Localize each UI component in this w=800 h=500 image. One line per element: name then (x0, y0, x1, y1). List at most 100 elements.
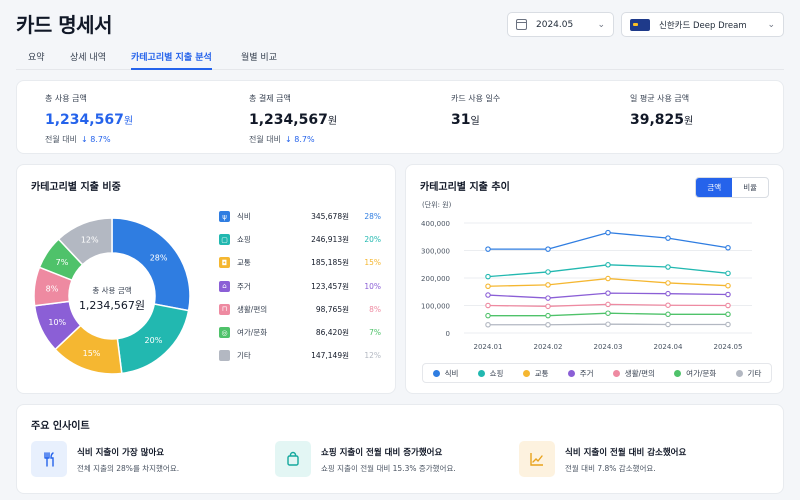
legend-item[interactable]: 쇼핑 (477, 368, 504, 379)
tab-summary[interactable]: 요약 (28, 53, 45, 63)
summary-stats: 총 사용 금액 1,234,567원 전월 대비 ↓ 8.7% 총 결제 금액 1… (16, 80, 784, 154)
stat-label: 일 평균 사용 금액 (630, 94, 690, 103)
chevron-down-icon: ⌄ (767, 19, 775, 30)
category-name: 생활/편의 (237, 304, 268, 314)
series-point (545, 303, 551, 310)
legend-row[interactable]: 기타 147,149원 12% (219, 344, 385, 367)
month-select[interactable]: 2024.05 ⌄ (507, 12, 614, 37)
category-name: 주거 (237, 281, 251, 291)
category-amount: 345,678원 (311, 212, 349, 222)
legend-label: 식비 (444, 368, 459, 378)
category-amount: 147,149원 (311, 351, 349, 361)
legend-dot (432, 369, 440, 377)
series-point (665, 235, 671, 241)
stat-usage-days: 카드 사용 일수 31일 (451, 93, 500, 128)
category-amount: 185,185원 (311, 258, 349, 268)
legend-row[interactable]: ◘ 교통 185,185원 15% (219, 251, 385, 274)
x-tick-label: 2024.01 (474, 343, 503, 351)
legend-item[interactable]: 생활/편의 (612, 368, 655, 379)
legend-label: 기타 (747, 368, 762, 378)
series-point (485, 283, 491, 290)
legend-label: 쇼핑 (489, 368, 504, 378)
stat-compare: 전월 대비 ↓ 8.7% (249, 135, 315, 144)
etc-icon (219, 350, 230, 362)
legend-row[interactable]: ⌂ 주거 123,457원 10% (219, 275, 385, 298)
series-point (605, 301, 611, 308)
shopping-bag-icon (275, 441, 311, 477)
donut-slice-1[interactable] (111, 217, 191, 312)
page-title: 카드 명세서 (16, 13, 112, 37)
series-point (665, 264, 671, 270)
series-point (725, 282, 731, 289)
legend-row[interactable]: ▢ 쇼핑 246,913원 20% (219, 228, 385, 251)
legend-dot (735, 369, 743, 377)
series-point (545, 295, 551, 301)
unit-label: (단위: 원) (422, 201, 452, 209)
series-point (725, 302, 731, 309)
panel-title: 카테고리별 지출 추이 (420, 182, 510, 193)
insight-card: 식비 지출이 전월 대비 감소했어요 전월 대비 7.8% 감소했어요. (519, 441, 686, 477)
legend-label: 주거 (579, 368, 594, 378)
donut-slice-label: 15% (83, 349, 101, 358)
series-point (605, 262, 611, 268)
toggle-ratio[interactable]: 비율 (743, 183, 757, 192)
series-point (665, 321, 671, 328)
category-legend: ψ 식비 345,678원 28% ▢ 쇼핑 246,913원 20% ◘ 교통 185,185원 1… (219, 205, 385, 367)
cart-icon: ⊓ (219, 303, 230, 315)
stat-value: 1,234,567원 (249, 112, 338, 128)
legend-row[interactable]: ⊓ 생활/편의 98,765원 8% (219, 298, 385, 321)
shopping-bag-icon: ▢ (219, 234, 230, 246)
category-pct: 15% (364, 258, 381, 268)
legend-row[interactable]: ◎ 여가/문화 86,420원 7% (219, 321, 385, 344)
legend-item[interactable]: 주거 (567, 368, 594, 379)
series-point (485, 246, 491, 252)
series-point (725, 244, 731, 251)
legend-dot (612, 369, 620, 377)
category-name: 여가/문화 (237, 328, 268, 338)
stat-compare: 전월 대비 ↓ 8.7% (45, 135, 111, 144)
legend-item[interactable]: 교통 (522, 368, 549, 379)
y-tick-label: 100,000 (421, 303, 450, 311)
toggle-amount[interactable]: 금액 (696, 178, 733, 197)
y-tick-label: 400,000 (421, 220, 450, 228)
stat-label: 총 결제 금액 (249, 94, 291, 103)
category-amount: 98,765원 (315, 304, 349, 314)
donut-center-value: 1,234,567원 (79, 299, 145, 312)
stat-daily-average: 일 평균 사용 금액 39,825원 (630, 93, 693, 128)
month-value: 2024.05 (536, 19, 574, 30)
x-tick-label: 2024.03 (594, 343, 623, 351)
y-tick-label: 300,000 (421, 248, 450, 256)
legend-item[interactable]: 기타 (735, 368, 762, 379)
series-point (725, 311, 731, 318)
stat-value: 1,234,567원 (45, 112, 134, 128)
series-point (545, 322, 551, 328)
panel-title: 주요 인사이트 (31, 421, 90, 432)
legend-item[interactable]: 식비 (432, 368, 459, 379)
series-point (545, 282, 551, 288)
y-tick-label: 0 (446, 330, 450, 338)
fork-knife-icon (31, 441, 67, 477)
legend-item[interactable]: 여가/문화 (674, 368, 716, 379)
car-icon: ◘ (219, 257, 230, 269)
legend-dot (522, 369, 530, 377)
tab-category-analysis[interactable]: 카테고리별 지출 분석 (131, 50, 212, 70)
donut-slice-7[interactable] (57, 217, 113, 266)
series-point (605, 290, 611, 296)
tab-monthly-compare[interactable]: 월별 비교 (241, 53, 277, 63)
category-name: 식비 (237, 212, 251, 222)
stat-total-usage: 총 사용 금액 1,234,567원 전월 대비 ↓ 8.7% (45, 93, 133, 145)
stat-label: 총 사용 금액 (45, 94, 87, 103)
category-pct: 10% (364, 281, 381, 291)
trend-legend: 식비 쇼핑 교통 주거 생활/편의 여가/문화 기타 (422, 363, 772, 383)
insight-desc: 전월 대비 7.8% 감소했어요. (565, 464, 656, 473)
tab-details[interactable]: 상세 내역 (70, 53, 106, 63)
legend-label: 교통 (534, 368, 549, 378)
card-select[interactable]: 신한카드 Deep Dream ⌄ (621, 12, 784, 37)
category-name: 쇼핑 (237, 235, 251, 245)
category-trend-panel: 카테고리별 지출 추이 금액 비율 (단위: 원) 0 100,000 200,00… (405, 164, 784, 394)
series-point (665, 290, 671, 297)
category-pct: 28% (364, 212, 381, 222)
legend-row[interactable]: ψ 식비 345,678원 28% (219, 205, 385, 228)
series-point (725, 321, 731, 328)
category-share-panel: 카테고리별 지출 비중 28% 20% 15% 10% 8% 7% 12% 총 사용 금액 … (16, 164, 396, 394)
